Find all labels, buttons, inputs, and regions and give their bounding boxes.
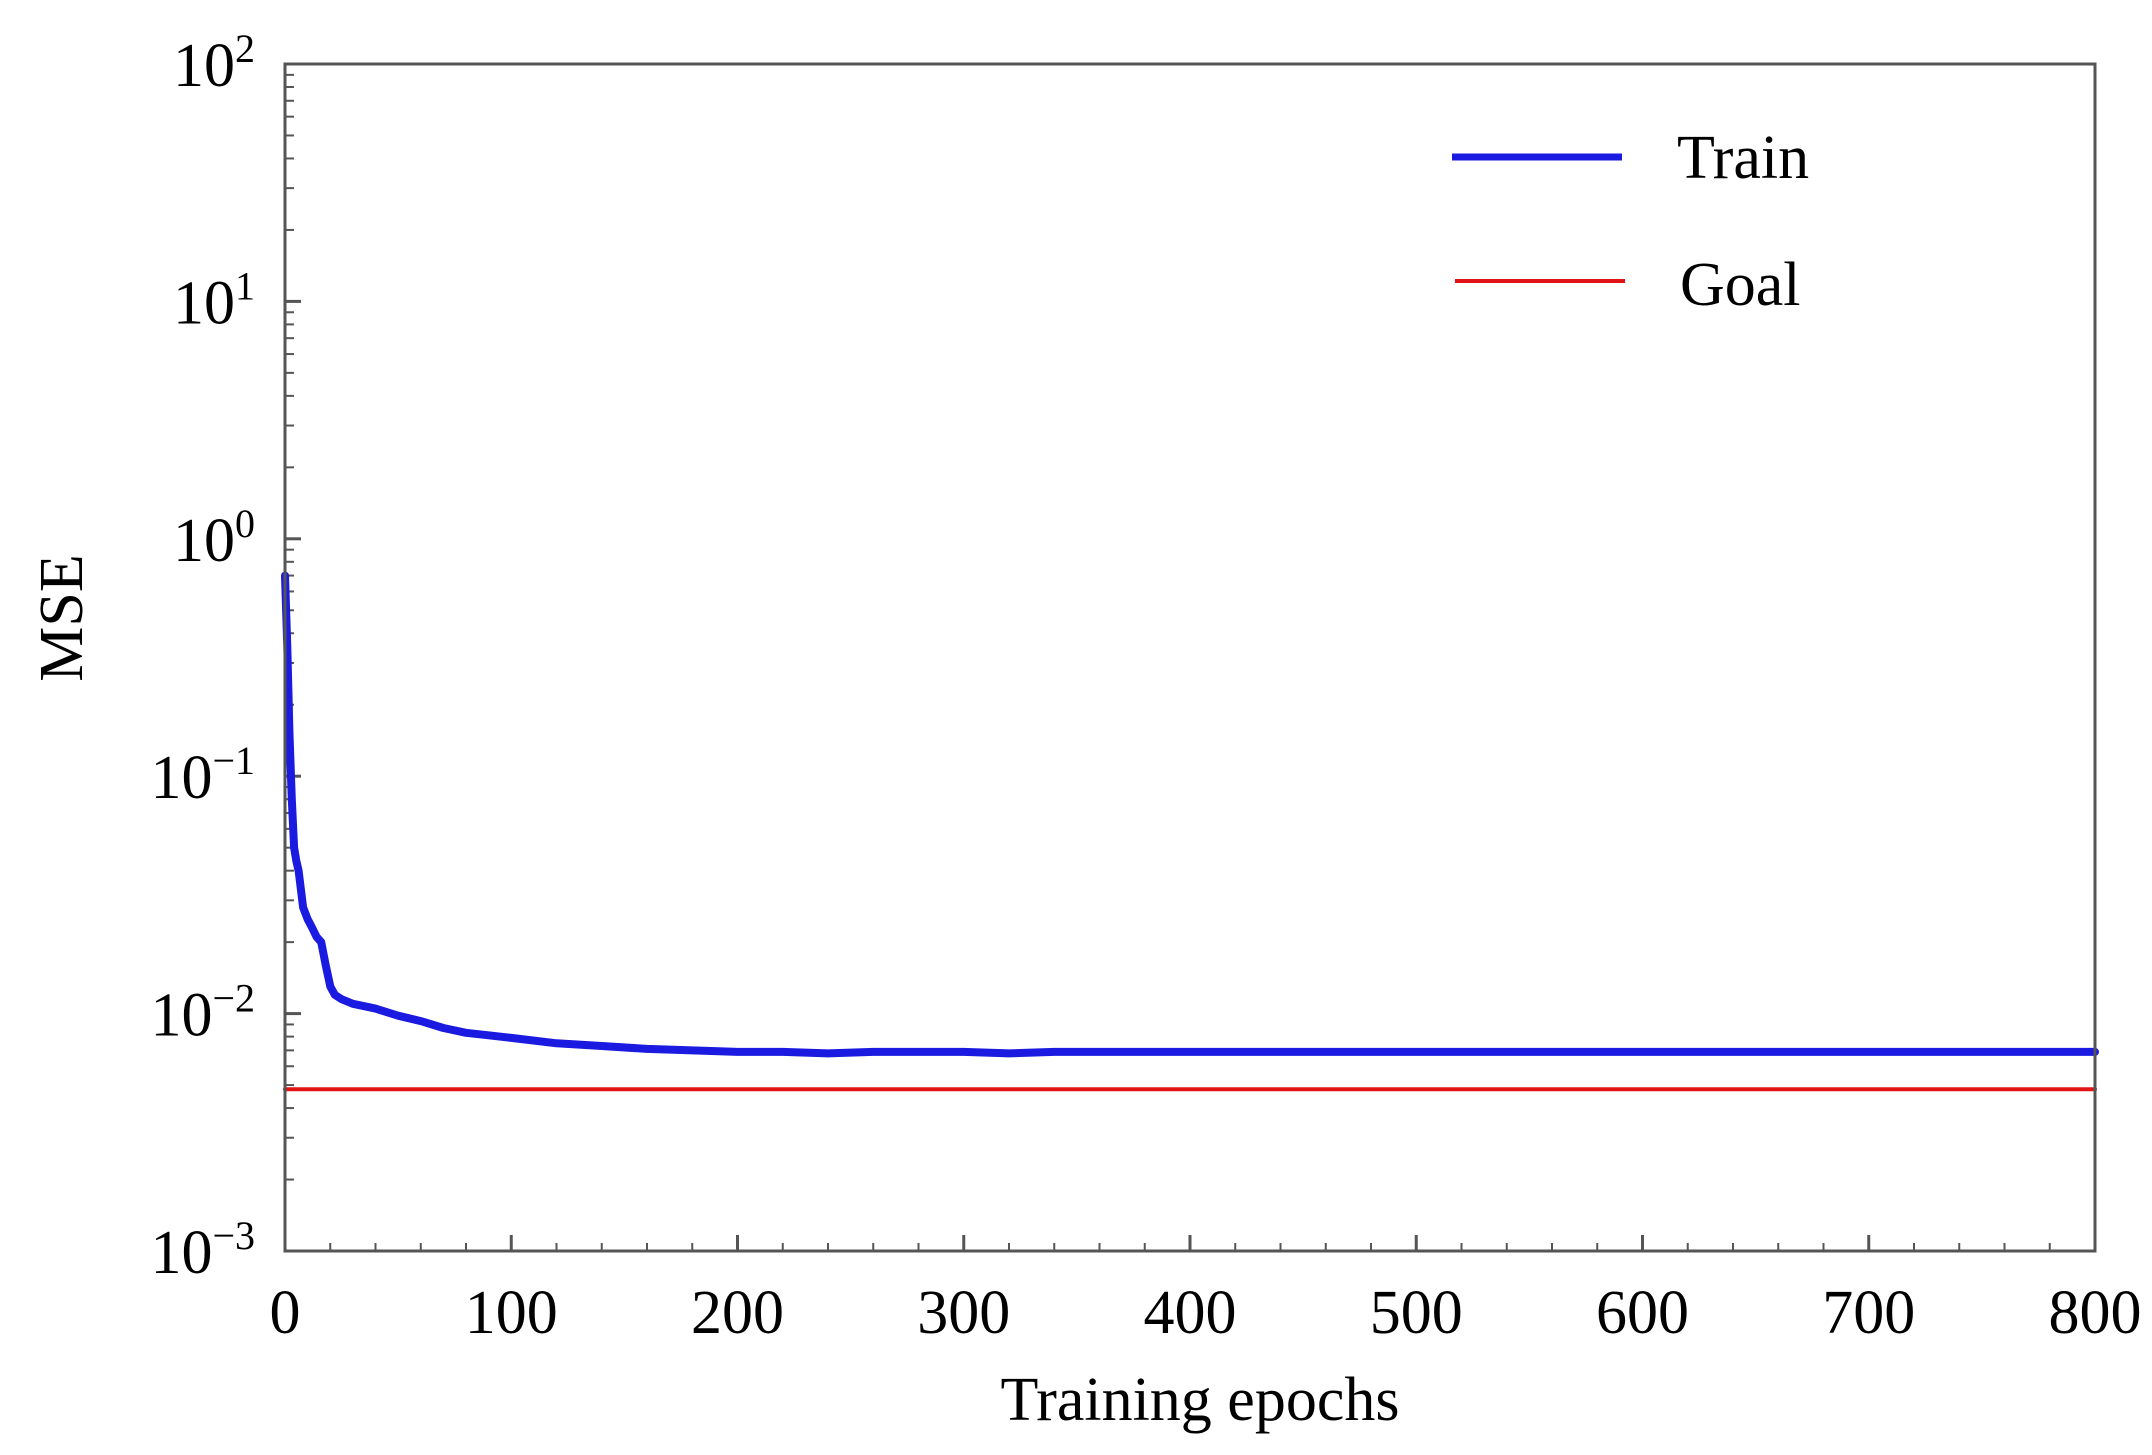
y-tick-base: 10 (150, 1219, 212, 1287)
x-tick-label-200: 200 (691, 1279, 784, 1347)
y-tick-exponent: −3 (212, 1213, 255, 1258)
y-tick-base: 10 (150, 744, 212, 812)
x-tick-label-300: 300 (917, 1279, 1010, 1347)
y-tick-label-1: 10−2 (150, 976, 255, 1050)
y-tick-base: 10 (173, 507, 235, 575)
legend-label-goal: Goal (1680, 251, 1801, 319)
y-tick-exponent: 1 (235, 263, 255, 308)
plot-frame (283, 62, 2097, 1253)
y-tick-base: 10 (173, 32, 235, 100)
x-tick-label-600: 600 (1596, 1279, 1689, 1347)
x-tick-label-800: 800 (2049, 1279, 2142, 1347)
legend-label-train: Train (1677, 124, 1809, 192)
x-tick-label-700: 700 (1822, 1279, 1915, 1347)
y-tick-label-4: 101 (173, 263, 255, 337)
x-tick-label-0: 0 (270, 1279, 301, 1347)
y-tick-base: 10 (150, 982, 212, 1050)
x-tick-label-400: 400 (1144, 1279, 1237, 1347)
series-lines (281, 571, 2099, 1092)
x-tick-labels: 0 100 200 300 400 500 600 700 800 (270, 1279, 2142, 1347)
x-tick-label-100: 100 (465, 1279, 558, 1347)
y-tick-label-2: 10−1 (150, 738, 255, 812)
y-tick-exponent: −2 (212, 976, 255, 1021)
y-tick-label-0: 10−3 (150, 1213, 255, 1287)
y-tick-label-5: 102 (173, 26, 255, 100)
y-tick-exponent: −1 (212, 738, 255, 783)
y-tick-label-3: 100 (173, 501, 255, 575)
y-tick-exponent: 0 (235, 501, 255, 546)
legend: Train Goal (1452, 124, 1809, 319)
y-tick-base: 10 (173, 269, 235, 337)
y-tick-exponent: 2 (235, 26, 255, 71)
series-line-train (281, 571, 2099, 1058)
y-axis-title: MSE (28, 554, 96, 681)
x-axis-title: Training epochs (1001, 1366, 1400, 1434)
x-tick-label-500: 500 (1370, 1279, 1463, 1347)
